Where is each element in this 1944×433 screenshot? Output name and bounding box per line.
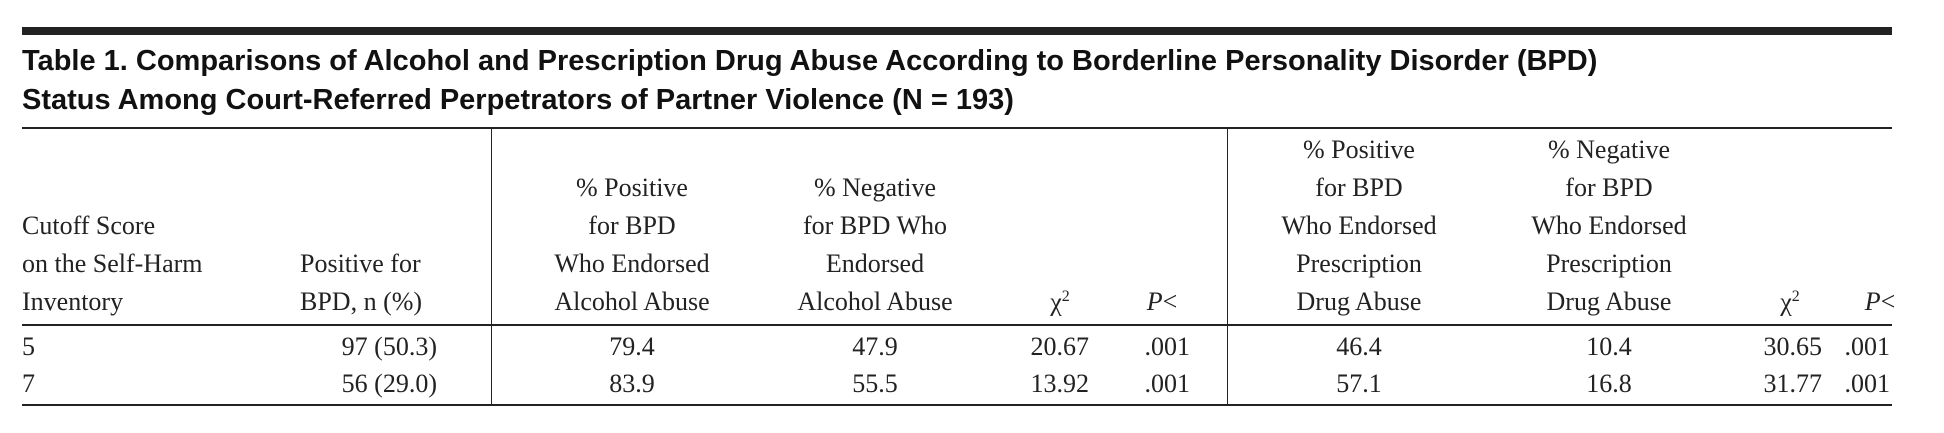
column-header: Inventory xyxy=(22,289,123,315)
header-line: % Negative xyxy=(1547,135,1671,164)
column-header: Positive for xyxy=(300,251,421,277)
header-line: Prescription xyxy=(1296,249,1422,278)
column-header: for BPD xyxy=(1565,175,1652,201)
cell: 57.1 xyxy=(1336,369,1382,398)
column-header: % Negative xyxy=(814,175,936,201)
column-header: for BPD Who xyxy=(803,213,947,239)
column-header: for BPD xyxy=(1315,175,1402,201)
divider xyxy=(491,128,492,405)
header-line: for BPD xyxy=(1565,173,1653,202)
column-header: % Negative xyxy=(1548,137,1670,163)
header-line: Positive for xyxy=(300,249,421,278)
title: Status Among Court-Referred Perpetrators… xyxy=(22,84,1014,116)
header-line: Who Endorsed xyxy=(554,249,710,278)
header-symbol: < xyxy=(1162,287,1178,316)
rule xyxy=(22,324,1892,326)
column-header: Who Endorsed xyxy=(1281,213,1436,239)
column-header: for BPD xyxy=(588,213,675,239)
column-header: Drug Abuse xyxy=(1547,289,1672,315)
column-header: Prescription xyxy=(1296,251,1422,277)
header-line: Drug Abuse xyxy=(1546,287,1672,316)
cell: .001 xyxy=(1144,332,1191,361)
column-header: P< xyxy=(1865,289,1896,315)
column-header: Alcohol Abuse xyxy=(797,289,952,315)
rule xyxy=(22,404,1892,406)
header-line: for BPD Who xyxy=(803,211,947,240)
header-symbol: χ xyxy=(1780,287,1792,317)
column-header: Prescription xyxy=(1546,251,1672,277)
header-line: % Negative xyxy=(813,173,937,202)
column-header: Drug Abuse xyxy=(1297,289,1422,315)
column-header: Endorsed xyxy=(826,251,924,277)
header-line: Cutoff Score xyxy=(22,211,156,240)
divider xyxy=(1227,128,1228,405)
cell: .001 xyxy=(1844,332,1891,361)
header-line: Endorsed xyxy=(825,249,925,278)
cell: 47.9 xyxy=(852,332,898,361)
header-symbol: < xyxy=(1880,287,1896,316)
header-line: Drug Abuse xyxy=(1296,287,1422,316)
cell: 5 xyxy=(22,332,35,361)
header-line: Who Endorsed xyxy=(1281,211,1437,240)
column-header: on the Self-Harm xyxy=(22,251,203,277)
column-header: % Positive xyxy=(576,175,688,201)
header-line: BPD, n (%) xyxy=(300,287,423,316)
header-line: % Positive xyxy=(1303,135,1415,164)
cell: 10.4 xyxy=(1586,332,1632,361)
header-sup: 2 xyxy=(1061,288,1070,305)
header-line: % Positive xyxy=(576,173,688,202)
column-header: Who Endorsed xyxy=(1531,213,1686,239)
cell: 56 (29.0) xyxy=(341,369,437,398)
header-symbol: χ xyxy=(1050,287,1062,317)
column-header: P< xyxy=(1147,289,1178,315)
column-header: Cutoff Score xyxy=(22,213,155,239)
header-line: Inventory xyxy=(22,287,124,316)
column-header: Who Endorsed xyxy=(554,251,709,277)
cell: 31.77 xyxy=(1763,369,1823,398)
column-header: BPD, n (%) xyxy=(300,289,422,315)
cell: 79.4 xyxy=(609,332,655,361)
cell: 13.92 xyxy=(1030,369,1090,398)
rule xyxy=(22,127,1892,129)
header-symbol: P xyxy=(1864,287,1881,316)
cell: .001 xyxy=(1844,369,1891,398)
header-symbol: P xyxy=(1146,287,1163,316)
cell: 97 (50.3) xyxy=(341,332,437,361)
header-line: Prescription xyxy=(1546,249,1672,278)
header-line: Alcohol Abuse xyxy=(554,287,710,316)
header-line: for BPD xyxy=(588,211,676,240)
header-line: on the Self-Harm xyxy=(22,249,203,278)
column-header: χ2 xyxy=(1050,289,1070,316)
cell: 30.65 xyxy=(1763,332,1823,361)
cell: .001 xyxy=(1144,369,1191,398)
cell: 16.8 xyxy=(1586,369,1632,398)
cell: 83.9 xyxy=(609,369,655,398)
cell: 7 xyxy=(22,369,35,398)
column-header: % Positive xyxy=(1303,137,1415,163)
column-header: χ2 xyxy=(1780,289,1800,316)
header-line: Who Endorsed xyxy=(1531,211,1687,240)
header-sup: 2 xyxy=(1791,288,1800,305)
title: Table 1. Comparisons of Alcohol and Pres… xyxy=(22,45,1598,77)
cell: 46.4 xyxy=(1336,332,1382,361)
column-header: Alcohol Abuse xyxy=(554,289,709,315)
header-line: for BPD xyxy=(1315,173,1403,202)
header-line: Alcohol Abuse xyxy=(797,287,953,316)
top-bar xyxy=(22,27,1892,35)
cell: 20.67 xyxy=(1030,332,1090,361)
cell: 55.5 xyxy=(852,369,898,398)
